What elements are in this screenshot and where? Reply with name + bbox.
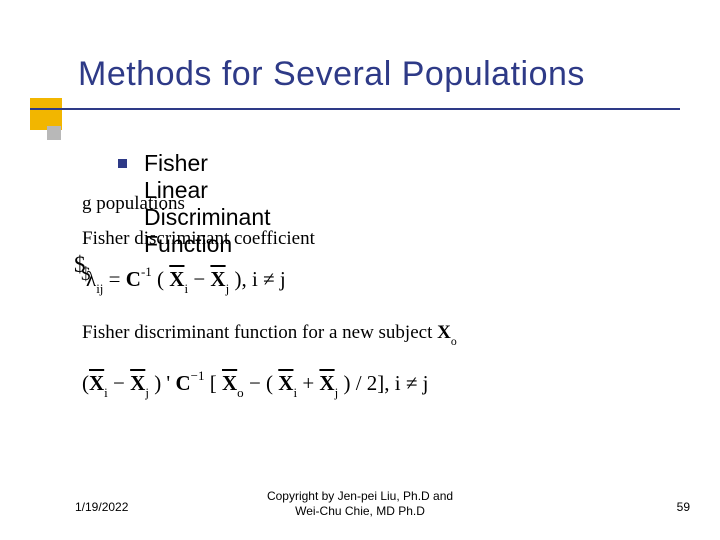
accent-square-gray — [47, 126, 61, 140]
math-line-coef: Fisher discriminant coefficient — [82, 225, 315, 254]
slide-title: Methods for Several Populations — [78, 55, 720, 94]
math-line-gpop: g populations — [82, 190, 315, 219]
formula-discriminant: (Xi − Xj ) ' C−1 [ Xo − ( Xi + Xj ) / 2]… — [82, 370, 428, 399]
footer-page-number: 59 — [677, 500, 690, 514]
title-underline — [30, 108, 680, 110]
math-line-newsubj: Fisher discriminant function for a new s… — [82, 322, 457, 347]
math-block: g populations Fisher discriminant coeffi… — [82, 190, 315, 259]
footer-copyright: Copyright by Jen-pei Liu, Ph.D and Wei-C… — [0, 489, 720, 520]
formula-lambda: $ $ λij = C-1 ( Xi − Xj ), i ≠ j — [82, 266, 286, 295]
bullet-marker — [118, 159, 127, 168]
